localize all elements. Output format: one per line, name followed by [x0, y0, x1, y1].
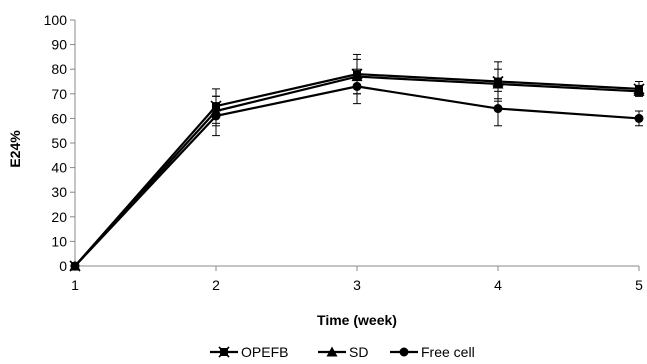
- y-axis-title: E24%: [7, 130, 23, 168]
- y-tick-label: 30: [51, 184, 67, 200]
- legend-item-free-cell: Free cell: [390, 344, 475, 360]
- legend-marker-opefb-cross-b: [218, 346, 230, 358]
- y-tick-labels: 0 10 20 30 40 50 60 70 80 90 100: [44, 12, 68, 274]
- x-tick-label: 5: [635, 277, 643, 293]
- legend-marker-free-cell: [399, 347, 409, 357]
- x-tick-label: 3: [353, 277, 361, 293]
- data-point-sd: [492, 78, 504, 89]
- data-point-free-cell: [493, 104, 503, 114]
- x-tick-labels: 1 2 3 4 5: [71, 277, 643, 293]
- data-point-free-cell: [352, 81, 362, 91]
- series-line-free-cell: [74, 85, 640, 267]
- y-tick-label: 100: [44, 12, 68, 28]
- x-tick-label: 2: [212, 277, 220, 293]
- legend-marker-opefb: [218, 346, 230, 358]
- legend: OPEFB SD Free cell: [210, 344, 475, 360]
- chart-axes: [70, 19, 640, 271]
- y-tick-label: 0: [59, 258, 67, 274]
- legend-item-opefb: OPEFB: [210, 344, 288, 360]
- x-axis-title: Time (week): [317, 312, 397, 328]
- x-tick-label: 4: [494, 277, 502, 293]
- y-tick-label: 80: [51, 61, 67, 77]
- legend-marker-sd: [326, 346, 338, 357]
- data-point-sd: [633, 85, 645, 96]
- legend-label-opefb: OPEFB: [241, 344, 288, 360]
- y-tick-label: 50: [51, 135, 67, 151]
- x-tick-label: 1: [71, 277, 79, 293]
- y-tick-label: 60: [51, 110, 67, 126]
- y-tick-label: 40: [51, 160, 67, 176]
- legend-label-sd: SD: [349, 344, 368, 360]
- legend-item-sd: SD: [318, 344, 368, 360]
- y-tick-label: 10: [51, 233, 67, 249]
- data-point-free-cell: [634, 113, 644, 123]
- y-tick-label: 70: [51, 86, 67, 102]
- y-tick-label: 20: [51, 209, 67, 225]
- data-point-free-cell: [70, 261, 80, 271]
- y-tick-label: 90: [51, 37, 67, 53]
- series-free-cell: [70, 68, 644, 271]
- data-point-free-cell: [211, 111, 221, 121]
- series-layer: [69, 53, 645, 272]
- legend-label-free-cell: Free cell: [421, 344, 475, 360]
